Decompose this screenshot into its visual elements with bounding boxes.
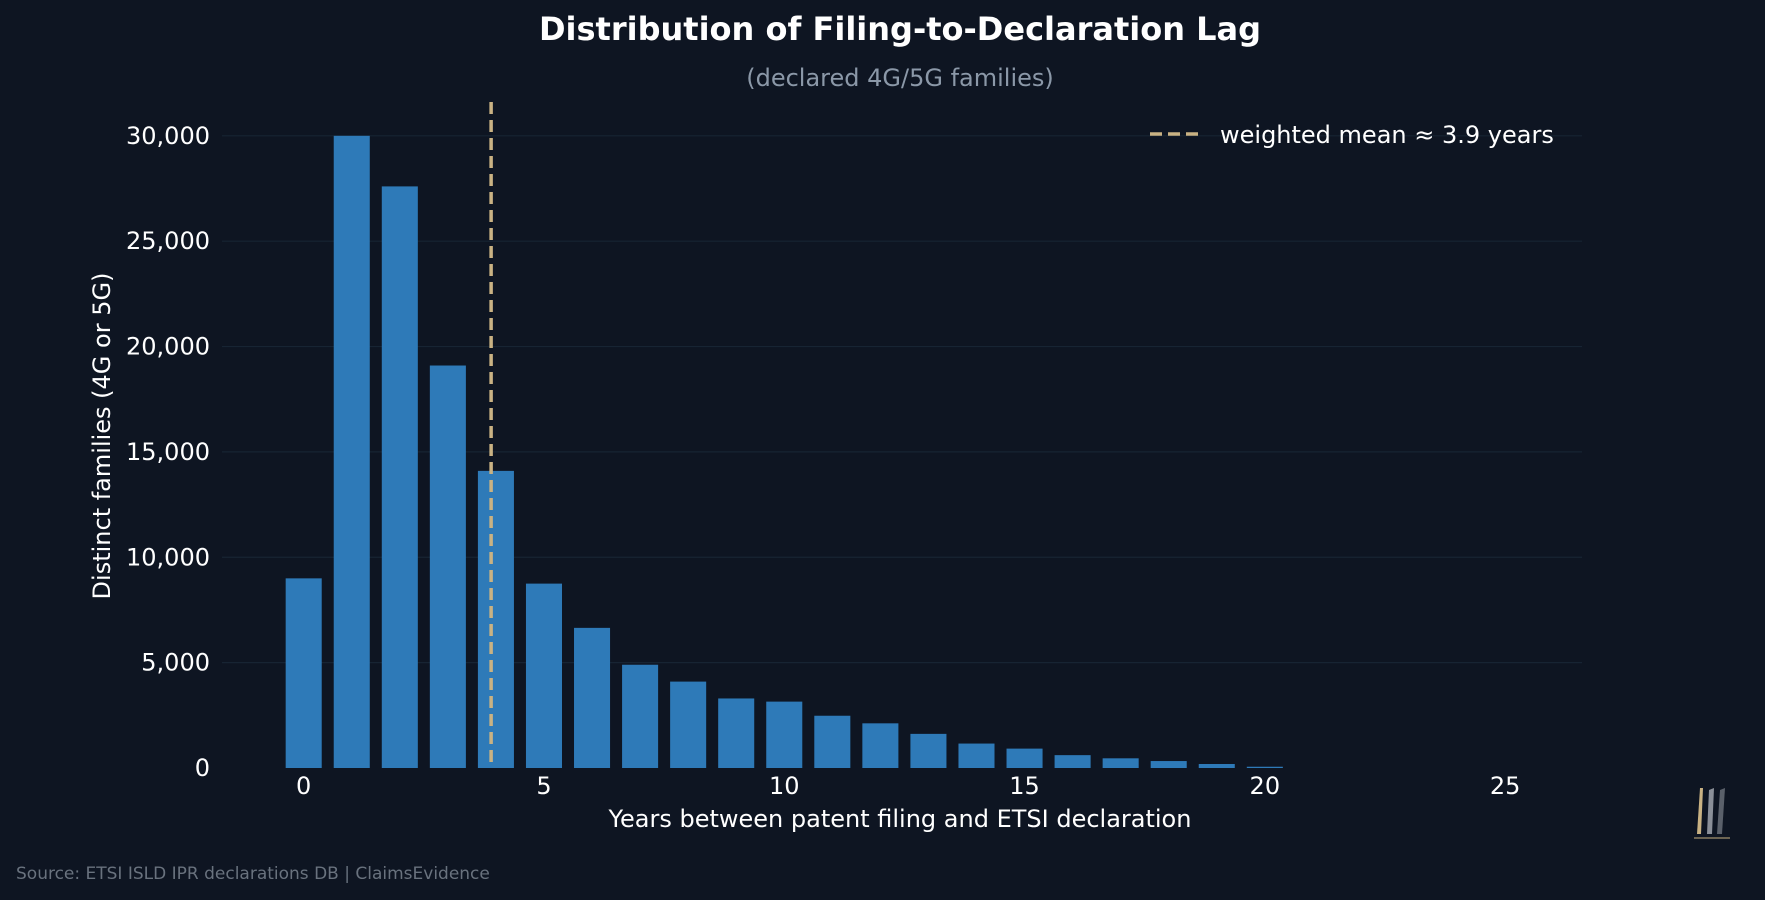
bar xyxy=(766,701,803,768)
bar xyxy=(622,664,659,768)
bar xyxy=(381,186,418,769)
y-tick-label: 20,000 xyxy=(126,333,210,361)
bar xyxy=(1246,766,1283,768)
x-tick-label: 15 xyxy=(1009,772,1040,800)
x-axis-ticks: 0 5 10 15 20 25 xyxy=(296,772,1520,800)
y-tick-label: 15,000 xyxy=(126,438,210,466)
y-tick-label: 10,000 xyxy=(126,543,210,571)
bar xyxy=(574,627,611,768)
bar xyxy=(910,733,947,768)
y-tick-label: 5,000 xyxy=(141,649,210,677)
source-note: Source: ETSI ISLD IPR declarations DB | … xyxy=(16,864,490,884)
bar xyxy=(670,681,707,768)
bar xyxy=(958,743,995,768)
bar xyxy=(1054,755,1091,768)
x-tick-label: 25 xyxy=(1490,772,1521,800)
legend: weighted mean ≈ 3.9 years xyxy=(1150,121,1554,149)
bar xyxy=(525,583,562,768)
chart-subtitle: (declared 4G/5G families) xyxy=(746,64,1054,92)
bar xyxy=(477,470,514,768)
bar xyxy=(285,578,322,768)
grid xyxy=(222,135,1582,664)
bar xyxy=(718,698,755,768)
bar xyxy=(1102,758,1139,768)
y-tick-label: 0 xyxy=(195,754,210,782)
bar xyxy=(1006,748,1043,768)
y-tick-label: 30,000 xyxy=(126,122,210,150)
x-tick-label: 20 xyxy=(1250,772,1281,800)
y-tick-label: 25,000 xyxy=(126,227,210,255)
x-axis-label: Years between patent filing and ETSI dec… xyxy=(608,805,1192,833)
y-axis-ticks: 0 5,000 10,000 15,000 20,000 25,000 30,000 xyxy=(126,122,210,782)
x-tick-label: 10 xyxy=(769,772,800,800)
bars xyxy=(285,135,1283,769)
x-tick-label: 0 xyxy=(296,772,311,800)
bar xyxy=(1198,763,1235,768)
x-tick-label: 5 xyxy=(536,772,551,800)
y-axis-label: Distinct families (4G or 5G) xyxy=(88,273,116,600)
bar xyxy=(862,723,899,768)
brushstroke-logo-icon xyxy=(1694,788,1730,839)
bar xyxy=(814,715,851,768)
chart-title: Distribution of Filing-to-Declaration La… xyxy=(538,10,1262,48)
bar xyxy=(333,135,370,768)
legend-label: weighted mean ≈ 3.9 years xyxy=(1220,121,1554,149)
bar xyxy=(429,365,466,768)
bar xyxy=(1150,761,1187,768)
